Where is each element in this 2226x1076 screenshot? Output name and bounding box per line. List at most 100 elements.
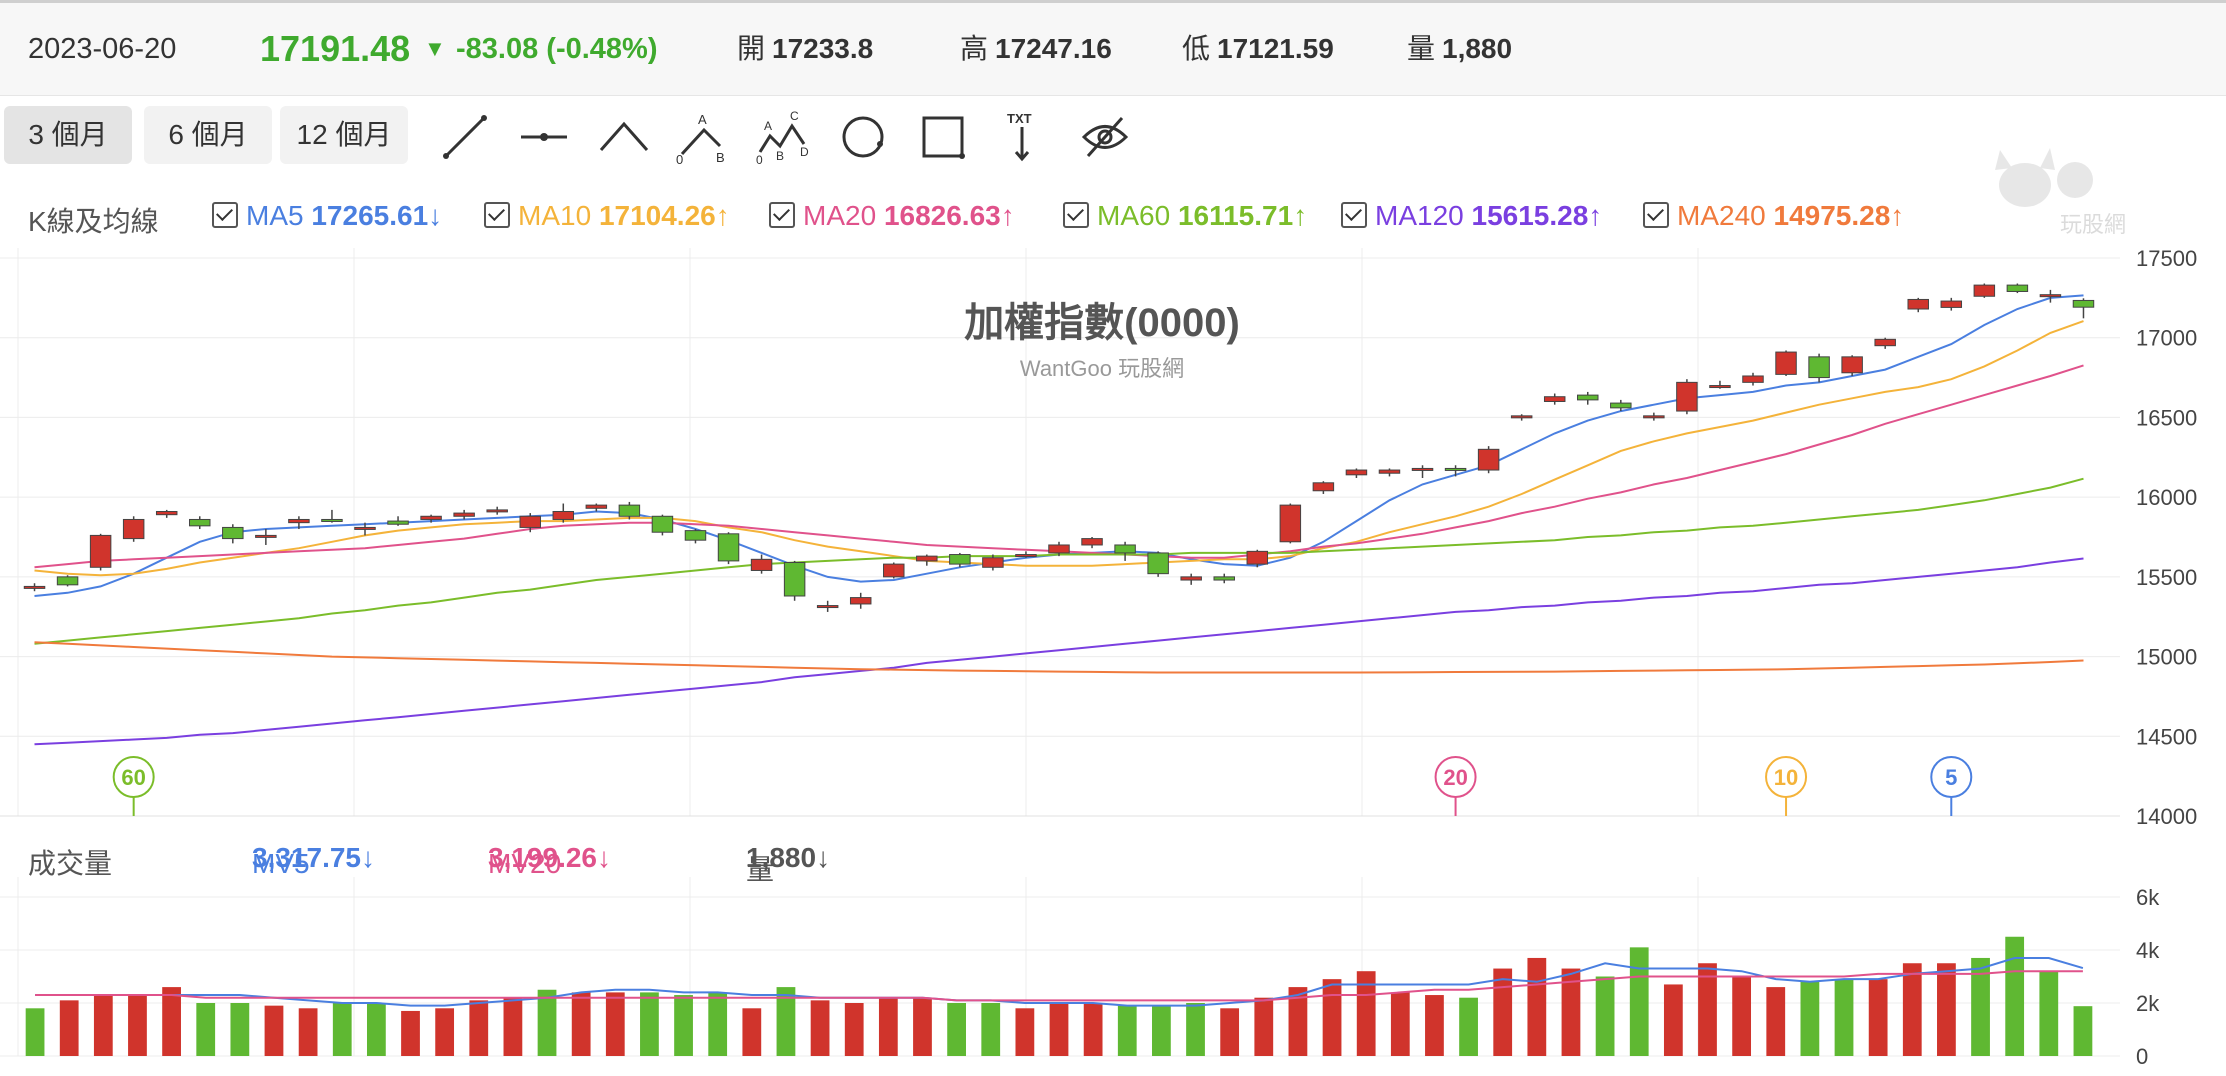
text-tool-icon[interactable]: TXT [995,110,1049,164]
candle [453,509,475,520]
volume-bar-down [674,995,693,1056]
volume-bar-up [1288,987,1308,1056]
abcd-pattern-tool-icon[interactable]: A C B D 0 [756,109,810,167]
volume-tick-label: 2k [2136,991,2160,1016]
candle-body-down [783,562,806,597]
volume-bars [25,936,2093,1056]
ma-marker-label: 5 [1945,765,1957,790]
ma240-arrow-icon: ↑ [1890,200,1905,231]
svg-text:TXT: TXT [1007,111,1032,126]
price-tick-label: 14500 [2136,724,2197,749]
volume-tick-label: 4k [2136,938,2160,963]
volume-bar-down [1459,997,1478,1056]
ma240-value: 14975.28 [1773,200,1891,231]
ma-marker-60: 60 [112,756,155,816]
ma60-toggle[interactable]: MA60 16115.71↑ [1063,200,1307,232]
vol-value: 1,880 [746,842,817,873]
candle [1444,465,1467,477]
candle [1676,379,1698,415]
candle [1378,468,1401,477]
candle [1048,541,1070,557]
ma120-toggle[interactable]: MA120 15615.28↑ [1341,200,1602,232]
candle-body-down [1147,552,1169,575]
circle-tool-icon[interactable] [836,110,890,164]
volume-bar-down [332,1003,352,1056]
candle [2072,298,2095,319]
price-tick-label: 15000 [2136,645,2197,670]
candle-body-up [453,512,475,517]
candle [1709,380,1731,389]
checkbox-icon[interactable] [769,202,795,228]
vol-name: 量 [746,854,775,885]
candle-body-up [2039,294,2062,298]
ma120-line [34,557,2084,746]
ma10-toggle[interactable]: MA10 17104.26↑ [484,200,730,232]
price-tick-label: 16000 [2136,485,2197,510]
candle-body-up [288,518,310,524]
ma-marker-5: 5 [1930,756,1973,816]
candle [519,513,541,533]
checkbox-icon[interactable] [484,202,510,228]
ma60-value: 16115.71 [1177,200,1294,231]
candle-body-up [816,605,839,609]
candle-body-down [222,526,244,540]
candle-body-up [883,563,905,578]
candle-body-up [1345,469,1368,476]
volume-bar-down [1595,976,1615,1056]
ma120-value: 15615.28 [1471,200,1589,231]
candle-body-up [1907,298,1929,310]
candle [684,529,707,544]
volume-bar-up [1356,971,1376,1056]
ma240-name: MA240 [1677,200,1766,231]
abc-pattern-tool-icon[interactable]: A B 0 [676,110,730,167]
rectangle-tool-icon[interactable] [916,110,970,164]
candle-body-up [552,510,575,520]
volume-bar-up [1663,984,1683,1056]
candle [23,583,46,592]
volume-tick-label: 0 [2136,1044,2148,1069]
ma240-toggle[interactable]: MA240 14975.28↑ [1643,200,1904,232]
ma-marker-circle [1434,756,1477,798]
angle-tool-icon[interactable] [597,110,651,164]
ma5-value: 17265.61 [311,200,429,231]
volume-bar-up [810,1000,830,1056]
range-3m-button[interactable]: 3 個月 [4,106,132,164]
hide-drawings-icon[interactable] [1078,110,1132,164]
candle-body-up [916,555,938,562]
svg-text:A: A [764,119,772,133]
candle [2039,289,2062,303]
line-tool-icon[interactable] [438,110,492,164]
candle-body-up [1477,448,1500,471]
checkbox-icon[interactable] [212,202,238,228]
svg-text:A: A [698,112,707,127]
mv20-legend: MV20 3,199.26↓ [488,842,611,879]
checkbox-icon[interactable] [1063,202,1089,228]
volume-bar-up [878,997,898,1056]
mv20-line [35,970,2083,1002]
volume-bar-down [1629,947,1649,1056]
ma5-toggle[interactable]: MA5 17265.61↓ [212,200,442,232]
volume-label: 量 [1407,33,1436,64]
volume-legend-title: 成交量 [28,848,113,879]
candle [982,554,1004,571]
candle-body-down [1808,356,1830,379]
ma10-line [34,320,2084,577]
mv5-value: 3,317.75 [252,842,361,873]
svg-text:0: 0 [756,153,763,164]
volume-bar-up [605,992,625,1056]
ma20-toggle[interactable]: MA20 16826.63↑ [769,200,1015,232]
range-12m-button[interactable]: 12 個月 [280,106,408,164]
price-axis: 17500 17000 16500 16000 15500 15000 14500 14000 [2136,246,2197,829]
candle-body-up [89,534,112,568]
ma-marker-circle [1930,756,1973,798]
candle [1742,372,1764,386]
candle [1610,399,1632,412]
candle [1577,391,1599,405]
vol-legend-item: 量 1,880↓ [746,842,830,885]
checkbox-icon[interactable] [1341,202,1367,228]
candle-body-up [1709,385,1731,389]
checkbox-icon[interactable] [1643,202,1669,228]
range-6m-button[interactable]: 6 個月 [144,106,272,164]
horizontal-line-tool-icon[interactable] [517,110,571,164]
